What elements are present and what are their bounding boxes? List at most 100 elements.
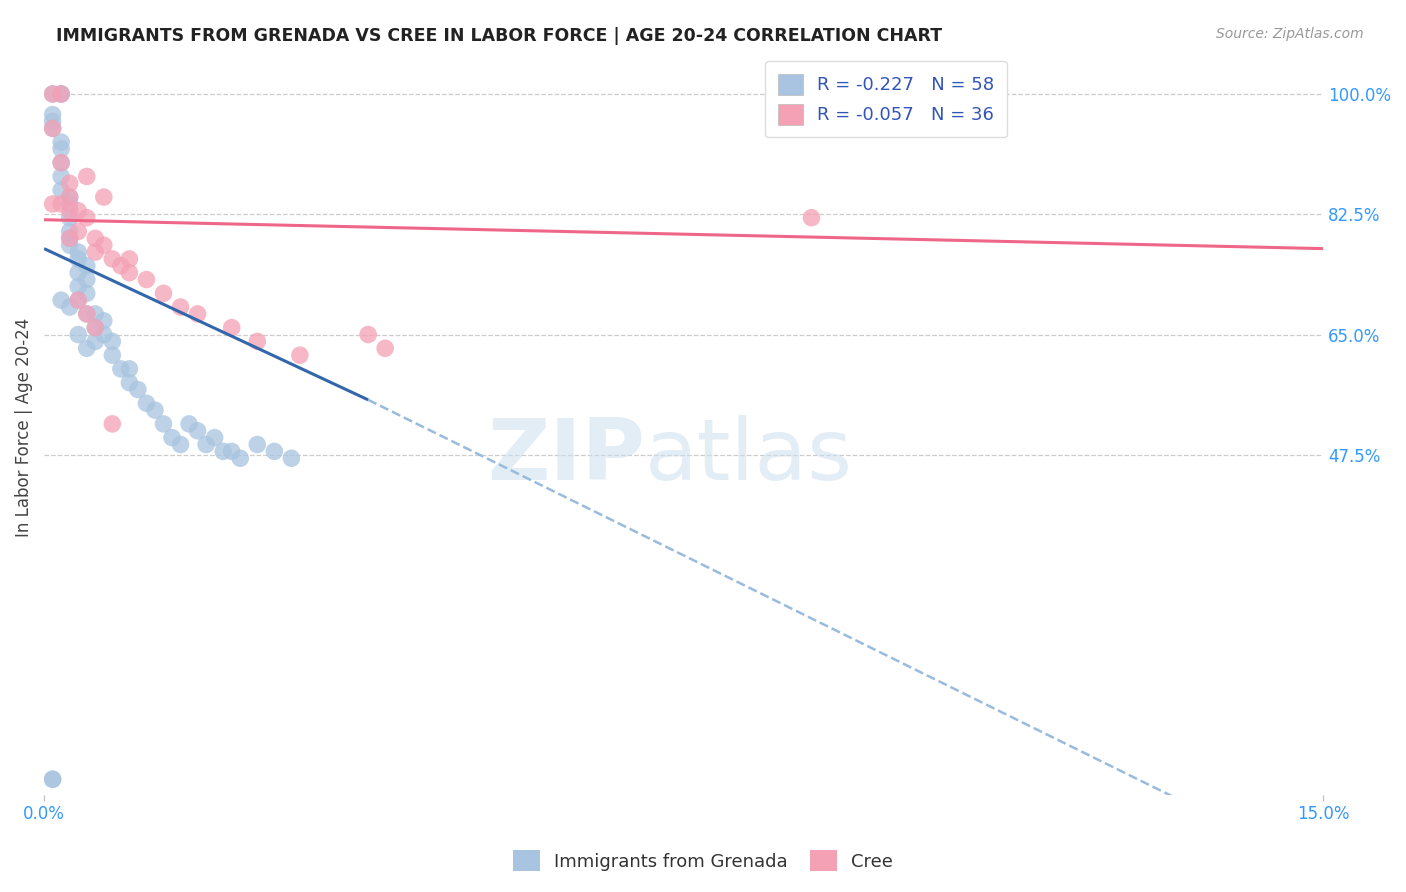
Point: [41, 121, 63, 136]
Point: [118, 376, 141, 390]
Point: [143, 403, 166, 417]
Point: [110, 259, 132, 273]
Point: [177, 417, 200, 431]
Point: [41, 107, 63, 121]
Point: [41, 197, 63, 211]
Point: [59, 197, 82, 211]
Point: [51, 142, 73, 156]
Point: [51, 197, 73, 211]
Text: ZIP: ZIP: [488, 416, 645, 499]
Point: [84, 307, 107, 321]
Point: [51, 135, 73, 149]
Point: [118, 362, 141, 376]
Point: [84, 320, 107, 334]
Point: [101, 348, 124, 362]
Point: [59, 211, 82, 225]
Point: [221, 444, 243, 458]
Point: [84, 231, 107, 245]
Point: [152, 286, 174, 301]
Point: [76, 341, 98, 355]
Y-axis label: In Labor Force | Age 20-24: In Labor Force | Age 20-24: [15, 318, 32, 537]
Point: [263, 444, 285, 458]
Point: [101, 417, 124, 431]
Point: [67, 203, 90, 218]
Point: [195, 437, 218, 451]
Point: [118, 252, 141, 266]
Point: [51, 87, 73, 101]
Point: [67, 266, 90, 280]
Legend: Immigrants from Grenada, Cree: Immigrants from Grenada, Cree: [506, 843, 900, 879]
Point: [76, 259, 98, 273]
Point: [84, 320, 107, 334]
Point: [93, 190, 115, 204]
Text: atlas: atlas: [645, 416, 853, 499]
Point: [76, 307, 98, 321]
Point: [76, 286, 98, 301]
Point: [84, 245, 107, 260]
Point: [204, 431, 226, 445]
Point: [41, 87, 63, 101]
Point: [84, 334, 107, 349]
Point: [67, 252, 90, 266]
Point: [374, 341, 396, 355]
Point: [76, 307, 98, 321]
Point: [51, 155, 73, 169]
Point: [59, 177, 82, 191]
Point: [246, 334, 269, 349]
Point: [59, 231, 82, 245]
Point: [187, 307, 209, 321]
Point: [51, 169, 73, 184]
Point: [67, 245, 90, 260]
Point: [246, 437, 269, 451]
Point: [152, 417, 174, 431]
Point: [51, 87, 73, 101]
Point: [800, 211, 823, 225]
Point: [41, 114, 63, 128]
Point: [160, 431, 183, 445]
Point: [67, 293, 90, 308]
Point: [212, 444, 235, 458]
Point: [59, 190, 82, 204]
Point: [76, 272, 98, 286]
Point: [59, 231, 82, 245]
Point: [41, 772, 63, 787]
Point: [127, 383, 149, 397]
Point: [59, 190, 82, 204]
Point: [51, 155, 73, 169]
Text: IMMIGRANTS FROM GRENADA VS CREE IN LABOR FORCE | AGE 20-24 CORRELATION CHART: IMMIGRANTS FROM GRENADA VS CREE IN LABOR…: [56, 27, 942, 45]
Point: [221, 320, 243, 334]
Point: [59, 203, 82, 218]
Point: [67, 293, 90, 308]
Point: [229, 451, 252, 466]
Point: [357, 327, 380, 342]
Point: [118, 266, 141, 280]
Point: [93, 314, 115, 328]
Point: [93, 327, 115, 342]
Point: [41, 121, 63, 136]
Point: [110, 362, 132, 376]
Point: [51, 293, 73, 308]
Text: Source: ZipAtlas.com: Source: ZipAtlas.com: [1216, 27, 1364, 41]
Point: [59, 300, 82, 314]
Point: [280, 451, 302, 466]
Point: [41, 772, 63, 787]
Point: [93, 238, 115, 252]
Point: [135, 272, 157, 286]
Point: [67, 224, 90, 238]
Point: [169, 300, 191, 314]
Point: [67, 279, 90, 293]
Point: [59, 224, 82, 238]
Point: [76, 169, 98, 184]
Point: [67, 327, 90, 342]
Point: [59, 238, 82, 252]
Point: [101, 252, 124, 266]
Point: [76, 211, 98, 225]
Point: [169, 437, 191, 451]
Point: [51, 87, 73, 101]
Point: [101, 334, 124, 349]
Point: [187, 424, 209, 438]
Point: [288, 348, 311, 362]
Point: [135, 396, 157, 410]
Point: [41, 87, 63, 101]
Point: [51, 183, 73, 197]
